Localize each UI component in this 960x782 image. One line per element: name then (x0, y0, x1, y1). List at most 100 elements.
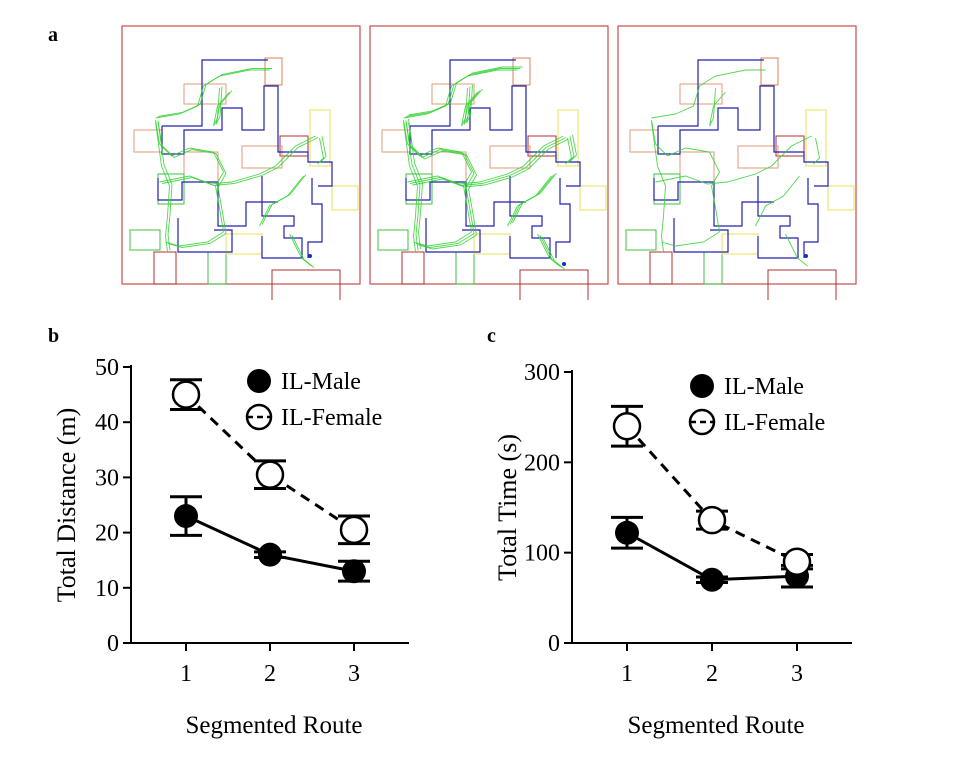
maze-zone (625, 229, 657, 251)
movement-track (567, 136, 575, 163)
maze-wall (410, 59, 516, 127)
movement-track (408, 118, 423, 250)
maze-zone (737, 145, 779, 169)
movement-track (461, 87, 478, 127)
data-point-female (171, 380, 201, 409)
data-point-female (255, 460, 285, 489)
y-axis-label: Total Time (s) (493, 434, 522, 581)
movement-track (463, 86, 481, 125)
legend-marker-female (688, 408, 716, 436)
y-tick-label: 30 (95, 465, 119, 491)
movement-track (570, 134, 577, 162)
data-point-male (700, 567, 724, 592)
animal-position-dot (308, 254, 312, 258)
maze-zone (679, 83, 723, 105)
maze-wall (555, 178, 571, 258)
movement-track (466, 84, 483, 124)
movement-track (213, 87, 230, 127)
movement-track (709, 87, 726, 127)
movement-track (512, 172, 557, 224)
maze-zone (679, 151, 715, 183)
maze-zone (271, 269, 341, 300)
x-tick-label: 2 (264, 661, 276, 687)
data-point-male (342, 559, 366, 584)
maze-wall (673, 218, 729, 253)
animal-position-dot (804, 254, 808, 258)
movement-track (155, 121, 170, 253)
movement-track (651, 121, 666, 253)
x-tick-label: 2 (706, 661, 718, 687)
series-line-il-male (626, 531, 798, 582)
maze-zone (579, 185, 607, 211)
maze-wall (261, 176, 303, 259)
data-point-female (339, 515, 369, 545)
maze-zone (401, 251, 425, 285)
movement-track (155, 69, 270, 119)
y-tick-label: 100 (524, 541, 560, 567)
legend-label: IL-Female (281, 405, 382, 431)
movement-track (661, 231, 720, 247)
movement-track (408, 66, 523, 116)
movement-track (565, 137, 572, 165)
x-tick-label: 1 (180, 661, 192, 687)
legend-label: IL-Male (724, 374, 804, 400)
legend-label: IL-Female (724, 410, 825, 436)
maze-wall (658, 59, 764, 127)
y-tick-label: 10 (95, 576, 119, 602)
maze-zone (241, 145, 283, 169)
y-tick-label: 0 (548, 631, 560, 657)
panel-label-a: a (48, 24, 58, 46)
maze-zone (489, 145, 531, 169)
data-point-male (615, 520, 639, 545)
movement-track (813, 137, 820, 165)
movement-track (507, 175, 552, 227)
maze-zone (183, 151, 219, 183)
maze-zone (431, 83, 475, 105)
movement-track (755, 175, 800, 227)
movement-track (415, 233, 475, 248)
movement-track (155, 119, 225, 233)
maze-zone (767, 269, 837, 300)
movement-track (405, 68, 520, 117)
movement-track (261, 174, 307, 225)
movement-track (259, 175, 304, 227)
movement-track (291, 235, 315, 268)
y-tick-label: 300 (524, 360, 560, 386)
maze-panel-1 (121, 25, 361, 300)
maze-wall (425, 218, 481, 253)
series-line-il-female (625, 425, 798, 564)
y-tick-label: 50 (95, 355, 119, 381)
y-axis-label: Total Distance (m) (52, 408, 81, 603)
maze-wall (162, 59, 268, 127)
movement-track (403, 69, 518, 119)
maze-wall (803, 178, 819, 258)
movement-track (651, 119, 721, 233)
movement-track (319, 136, 327, 163)
movement-track (167, 233, 227, 248)
movement-track (405, 121, 475, 234)
movement-track (542, 236, 565, 270)
maze-zone (377, 229, 409, 251)
maze-frame (121, 25, 361, 285)
legend-marker-male (247, 369, 271, 393)
movement-track (157, 121, 227, 234)
maze-wall (177, 218, 233, 253)
maze-zone (512, 57, 531, 86)
maze-frame (369, 25, 609, 285)
x-tick-label: 3 (791, 661, 803, 687)
movement-track (412, 138, 569, 188)
maze-zone (775, 135, 805, 157)
maze-zone (805, 109, 827, 167)
series-line-il-female (184, 393, 355, 532)
series-line-il-male (185, 514, 355, 573)
maze-wall (161, 85, 333, 187)
movement-track (403, 119, 473, 233)
maze-zone (225, 233, 263, 255)
maze-zone (331, 185, 359, 211)
maze-wall (757, 176, 799, 259)
maze-wall (307, 178, 323, 258)
legend-marker-male (690, 374, 714, 398)
maze-frame (617, 25, 857, 285)
maze-zone (455, 251, 475, 285)
movement-track (215, 86, 233, 125)
